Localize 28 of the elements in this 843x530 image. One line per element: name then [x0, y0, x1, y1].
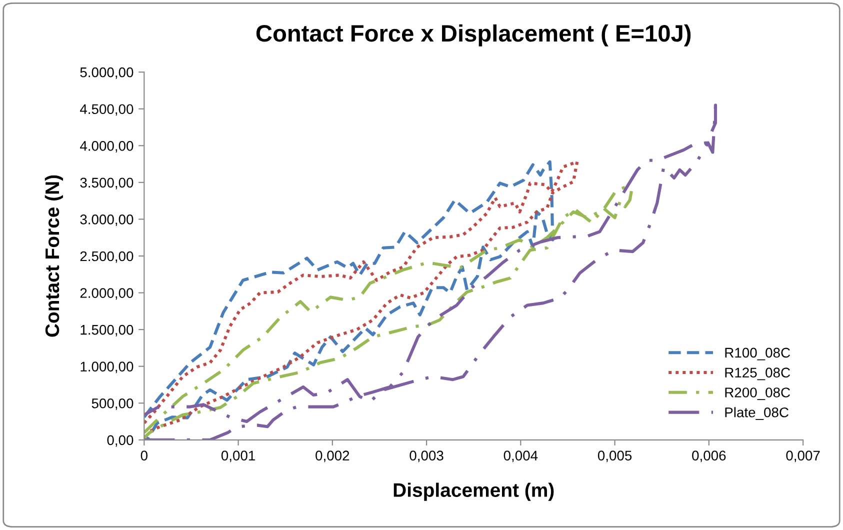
x-tick-label: 0,002	[316, 450, 350, 462]
legend-label: R125_08C	[725, 368, 790, 380]
y-tick-label: 3.000,00	[80, 214, 134, 226]
x-axis-title: Displacement (m)	[394, 482, 554, 501]
x-tick-label: 0,006	[692, 450, 726, 462]
x-tick-label: 0,004	[504, 450, 538, 462]
y-tick-label: 2.500,00	[80, 251, 134, 263]
y-tick-label: 4.500,00	[80, 104, 134, 116]
y-tick-label: 4.000,00	[80, 140, 134, 152]
legend-label: R100_08C	[725, 348, 790, 360]
y-tick-label: 5.000,00	[80, 67, 134, 79]
y-axis-title: Contact Force (N)	[44, 175, 64, 337]
legend-label: R200_08C	[725, 388, 790, 400]
x-tick-label: 0,005	[598, 450, 632, 462]
line-series	[144, 104, 718, 440]
y-tick-label: 0,00	[107, 435, 134, 447]
y-tick-label: 2.000,00	[80, 288, 134, 300]
y-tick-label: 3.500,00	[80, 178, 134, 190]
y-tick-label: 1.500,00	[80, 324, 134, 336]
x-tick-label: 0,001	[221, 450, 255, 462]
chart-title: Contact Force x Displacement ( E=10J)	[256, 24, 691, 46]
y-tick-label: 1.000,00	[80, 362, 134, 374]
legend-label: Plate_08C	[725, 407, 788, 420]
line-series	[144, 185, 634, 440]
y-tick-label: 500,00	[92, 398, 134, 410]
x-tick-label: 0	[140, 450, 148, 461]
x-tick-label: 0,003	[410, 450, 444, 462]
x-tick-label: 0,007	[786, 450, 820, 462]
